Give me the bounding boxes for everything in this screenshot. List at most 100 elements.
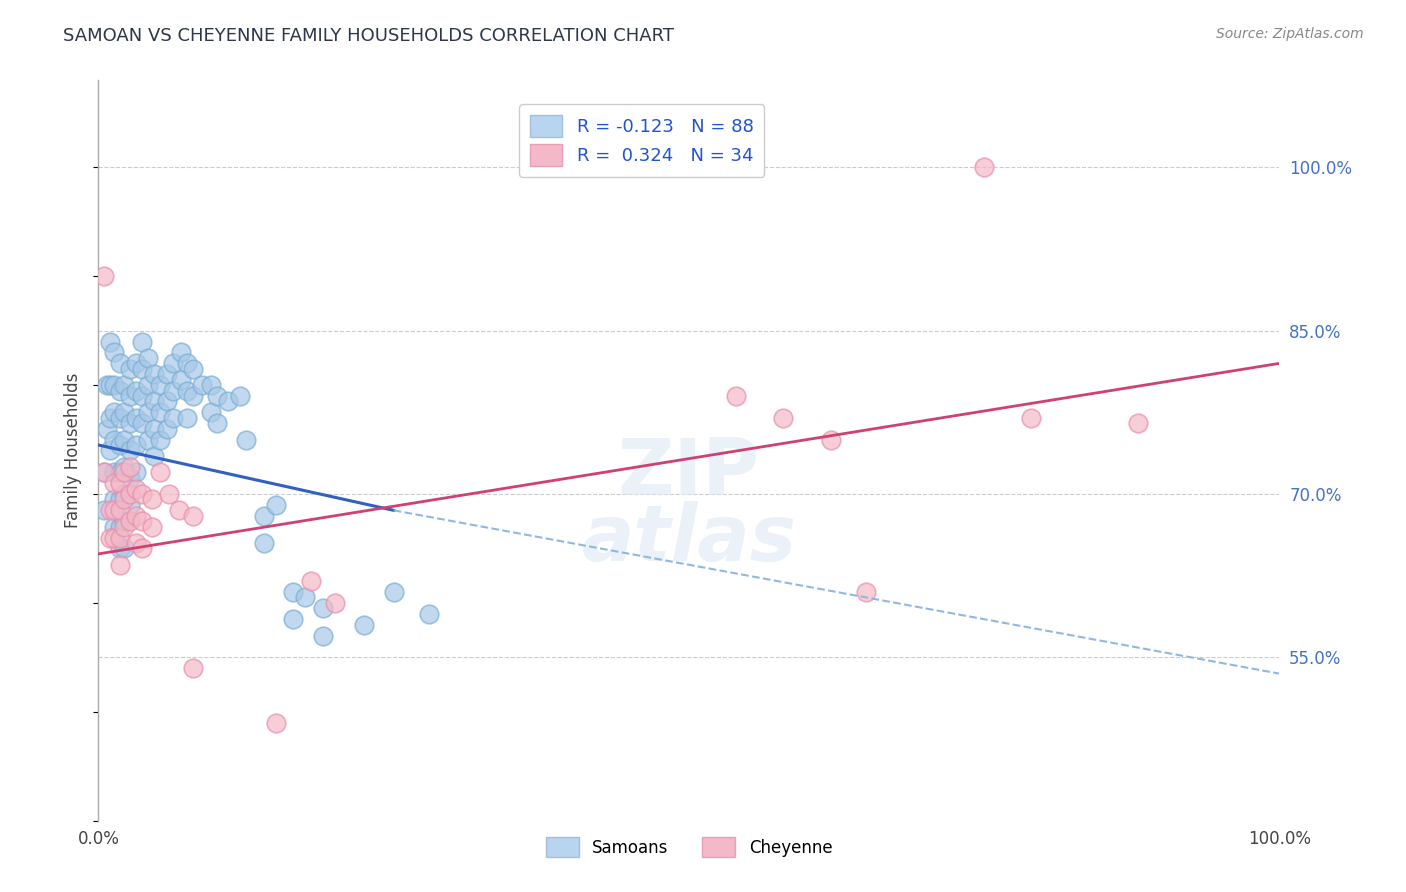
Point	[112, 541, 135, 556]
Point	[264, 498, 287, 512]
Point	[149, 405, 172, 419]
Point	[418, 607, 440, 621]
Point	[103, 345, 125, 359]
Point	[112, 514, 135, 528]
Text: SAMOAN VS CHEYENNE FAMILY HOUSEHOLDS CORRELATION CHART: SAMOAN VS CHEYENNE FAMILY HOUSEHOLDS COR…	[63, 27, 675, 45]
Point	[772, 410, 794, 425]
Point	[229, 389, 252, 403]
Point	[131, 487, 153, 501]
Point	[136, 405, 159, 419]
Point	[98, 334, 121, 349]
Point	[142, 422, 165, 436]
Point	[725, 389, 748, 403]
Point	[125, 536, 148, 550]
Point	[181, 389, 204, 403]
Point	[312, 629, 335, 643]
Point	[299, 574, 322, 588]
Point	[98, 443, 121, 458]
Point	[98, 503, 121, 517]
Point	[323, 596, 346, 610]
Text: Source: ZipAtlas.com: Source: ZipAtlas.com	[1216, 27, 1364, 41]
Point	[98, 410, 121, 425]
Point	[312, 601, 335, 615]
Point	[108, 519, 131, 533]
Point	[253, 536, 276, 550]
Point	[131, 541, 153, 556]
Point	[108, 356, 131, 370]
Point	[103, 433, 125, 447]
Point	[120, 459, 142, 474]
Point	[103, 492, 125, 507]
Point	[141, 519, 163, 533]
Point	[120, 487, 142, 501]
Point	[149, 465, 172, 479]
Text: atlas: atlas	[582, 501, 796, 577]
Point	[294, 591, 316, 605]
Point	[820, 433, 842, 447]
Point	[283, 612, 305, 626]
Point	[103, 503, 125, 517]
Point	[125, 356, 148, 370]
Point	[200, 405, 222, 419]
Point	[112, 519, 135, 533]
Point	[156, 368, 179, 382]
Point	[120, 361, 142, 376]
Point	[170, 373, 193, 387]
Point	[136, 433, 159, 447]
Point	[131, 389, 153, 403]
Point	[142, 394, 165, 409]
Point	[131, 514, 153, 528]
Point	[162, 410, 184, 425]
Point	[125, 482, 148, 496]
Point	[131, 416, 153, 430]
Point	[103, 465, 125, 479]
Point	[103, 378, 125, 392]
Point	[162, 356, 184, 370]
Point	[125, 508, 148, 523]
Point	[112, 465, 135, 479]
Point	[136, 378, 159, 392]
Point	[141, 492, 163, 507]
Point	[108, 503, 131, 517]
Point	[217, 394, 239, 409]
Point	[1126, 416, 1149, 430]
Point	[131, 361, 153, 376]
Point	[131, 334, 153, 349]
Point	[142, 449, 165, 463]
Point	[120, 471, 142, 485]
Point	[855, 585, 877, 599]
Point	[112, 487, 135, 501]
Point	[191, 378, 214, 392]
Point	[93, 465, 115, 479]
Point	[1021, 410, 1043, 425]
Point	[149, 378, 172, 392]
Point	[157, 487, 180, 501]
Point	[125, 438, 148, 452]
Point	[283, 585, 305, 599]
Point	[125, 410, 148, 425]
Point	[125, 465, 148, 479]
Point	[120, 498, 142, 512]
Point	[382, 585, 405, 599]
Point	[181, 661, 204, 675]
Point	[96, 422, 118, 436]
Point	[176, 384, 198, 398]
Point	[93, 465, 115, 479]
Point	[264, 715, 287, 730]
Point	[176, 410, 198, 425]
Point	[205, 389, 228, 403]
Point	[93, 269, 115, 284]
Point	[120, 514, 142, 528]
Point	[176, 356, 198, 370]
Point	[120, 389, 142, 403]
Point	[112, 433, 135, 447]
Point	[136, 351, 159, 365]
Point	[103, 519, 125, 533]
Point	[142, 368, 165, 382]
Point	[167, 503, 190, 517]
Y-axis label: Family Households: Family Households	[65, 373, 83, 528]
Point	[98, 378, 121, 392]
Point	[103, 405, 125, 419]
Point	[93, 503, 115, 517]
Point	[170, 345, 193, 359]
